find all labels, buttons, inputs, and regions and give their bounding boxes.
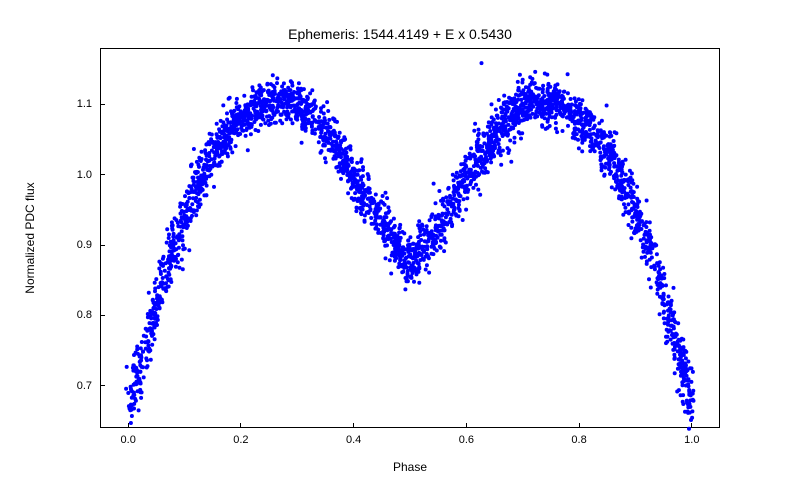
xtick-label: 1.0 xyxy=(684,434,699,446)
x-axis-label: Phase xyxy=(393,460,427,474)
ytick-mark xyxy=(100,104,105,105)
xtick-mark xyxy=(466,423,467,428)
ytick-label: 0.8 xyxy=(52,309,92,321)
ytick-label: 0.7 xyxy=(52,380,92,392)
xtick-mark xyxy=(240,423,241,428)
plot-area xyxy=(100,48,720,428)
xtick-label: 0.8 xyxy=(571,434,586,446)
figure: Ephemeris: 1544.4149 + E x 0.5430 Normal… xyxy=(0,0,800,500)
xtick-label: 0.2 xyxy=(233,434,248,446)
chart-title: Ephemeris: 1544.4149 + E x 0.5430 xyxy=(0,26,800,42)
scatter-points xyxy=(101,49,719,427)
ytick-label: 0.9 xyxy=(52,239,92,251)
xtick-label: 0.0 xyxy=(121,434,136,446)
ytick-mark xyxy=(100,174,105,175)
xtick-label: 0.4 xyxy=(346,434,361,446)
xtick-label: 0.6 xyxy=(459,434,474,446)
ytick-mark xyxy=(100,245,105,246)
ytick-label: 1.1 xyxy=(52,98,92,110)
ytick-label: 1.0 xyxy=(52,169,92,181)
xtick-mark xyxy=(691,423,692,428)
y-axis-label: Normalized PDC flux xyxy=(23,182,37,293)
xtick-mark xyxy=(128,423,129,428)
xtick-mark xyxy=(579,423,580,428)
xtick-mark xyxy=(353,423,354,428)
ytick-mark xyxy=(100,315,105,316)
ytick-mark xyxy=(100,385,105,386)
